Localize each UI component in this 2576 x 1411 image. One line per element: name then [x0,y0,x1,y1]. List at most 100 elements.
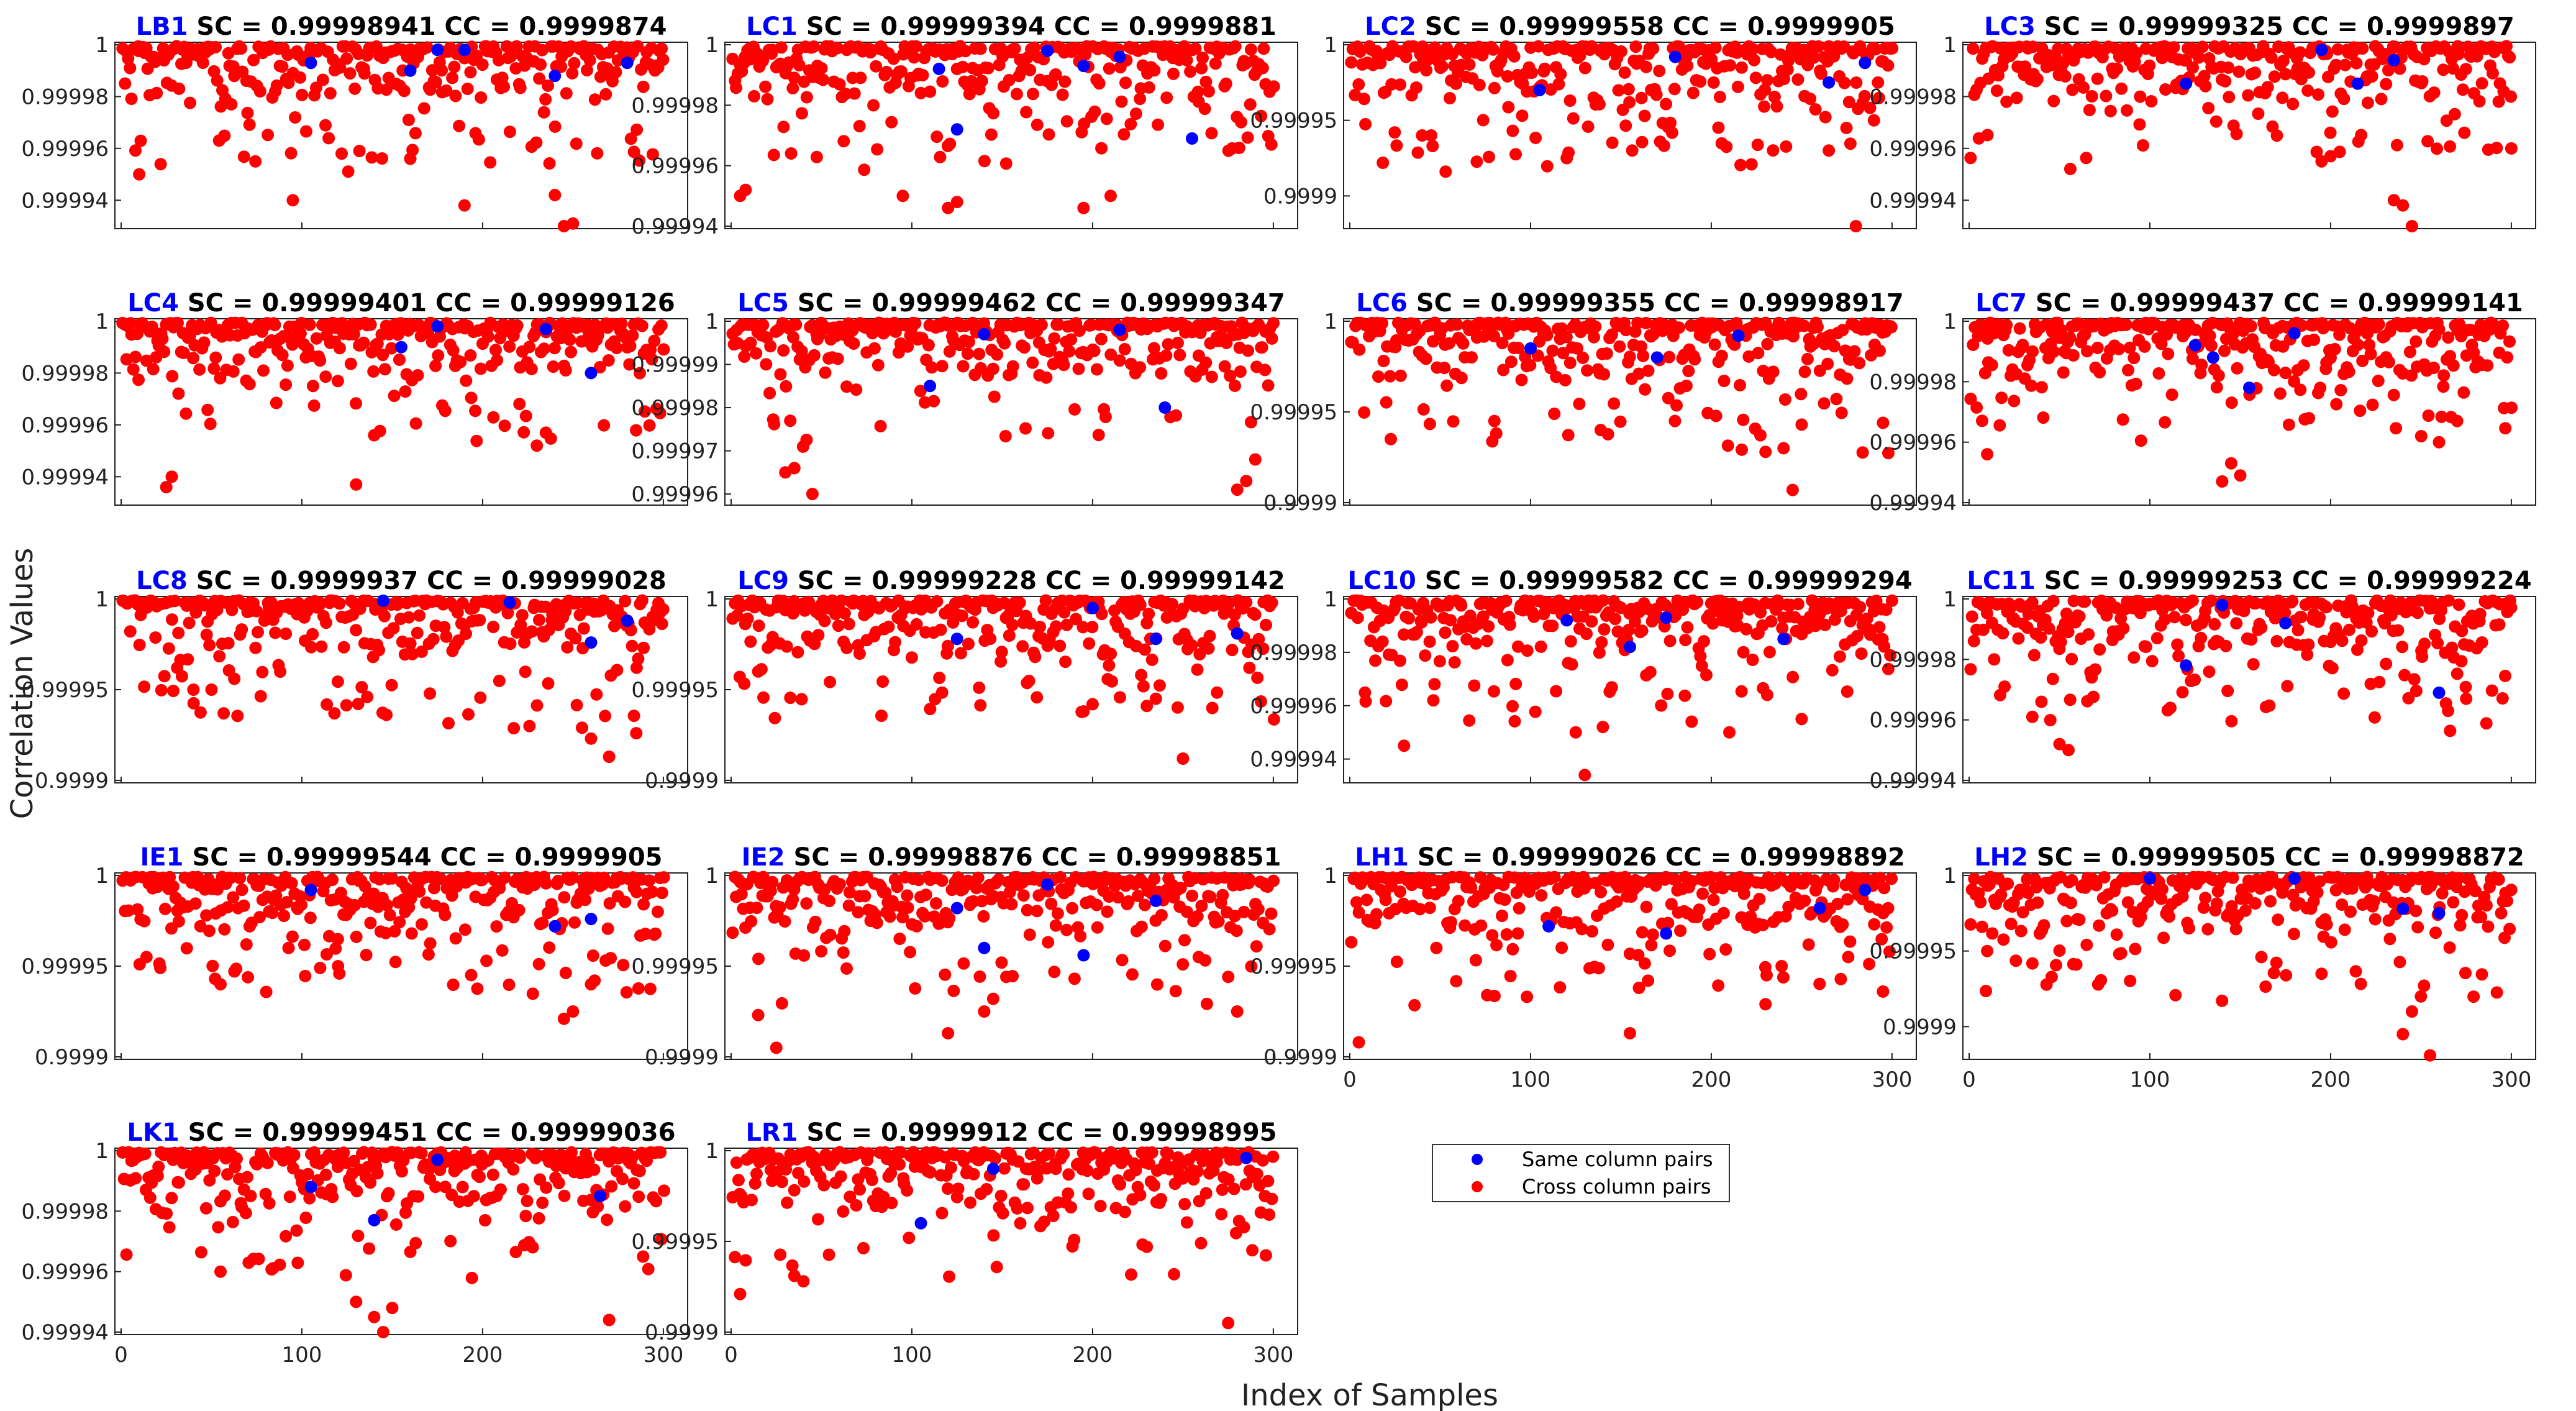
same-point [2206,351,2219,364]
cross-point [1438,362,1451,375]
same-point [1231,627,1244,640]
panel-cc: CC = 0.99999347 [1037,289,1285,317]
cross-point [1255,109,1268,122]
cross-point [1056,88,1069,101]
cross-point [800,91,813,104]
cross-point [1555,941,1568,954]
cross-point [905,651,918,664]
cross-point [285,877,298,890]
cross-point [1411,146,1424,159]
cross-point [870,60,883,73]
cross-point [1663,350,1676,363]
same-point [2387,54,2400,66]
cross-point [2333,328,2346,341]
cross-point [1026,88,1039,101]
cross-point [2203,665,2216,678]
cross-point [480,954,493,967]
panel-sc: SC = 0.99999355 [1408,289,1655,317]
cross-point [1419,649,1432,662]
cross-point [2054,636,2067,649]
cross-point [876,675,890,688]
cross-point [1142,81,1155,94]
cross-point [788,71,801,84]
cross-point [2225,715,2238,728]
cross-point [1020,106,1033,119]
cross-point [639,405,651,418]
cross-point [773,901,786,914]
cross-point [1759,445,1772,459]
cross-point [2143,59,2156,72]
cross-point [1686,86,1700,99]
y-tick-label: 0.99996 [1869,431,1957,455]
cross-point [1092,429,1105,442]
cross-point [409,417,422,430]
cross-point [124,625,137,638]
cross-point [2365,625,2378,638]
cross-point [2072,317,2085,330]
cross-point [217,707,230,720]
cross-point [1234,365,1247,378]
cross-point [1463,714,1476,727]
cross-point [2324,126,2337,139]
cross-point [1054,639,1067,652]
cross-point [1718,375,1731,387]
cross-point [576,721,588,734]
cross-point [1457,337,1470,350]
cross-point [1795,388,1808,401]
cross-point [1265,332,1278,345]
cross-point [2355,634,2368,647]
cross-point [2405,369,2418,382]
cross-point [1818,397,1831,410]
cross-point [839,88,852,101]
cross-point [1981,129,1994,142]
y-tick-label: 0.99994 [1869,491,1957,516]
cross-point [1106,675,1118,688]
cross-point [1853,357,1866,370]
cross-point [1581,364,1594,377]
cross-point [2297,359,2310,372]
cross-point [896,190,909,203]
same-point [1859,884,1872,897]
cross-point [1176,752,1190,765]
cross-point [2134,434,2147,447]
cross-point [1050,620,1062,633]
panel-id: LC5 [737,289,789,317]
cross-point [2155,52,2169,65]
panel-sc: SC = 0.99998941 [188,12,435,41]
cross-point [2324,150,2337,163]
cross-point [154,961,167,974]
panel-id: LC6 [1356,289,1408,317]
same-point [950,123,963,136]
cross-point [234,872,247,885]
cross-point [1735,685,1748,698]
cross-point [1013,596,1026,610]
x-tick-label: 100 [1511,1067,1551,1092]
cross-point [943,345,956,358]
panel-cc: CC = 0.9999905 [432,843,663,872]
cross-point [249,155,262,168]
cross-point [2503,335,2516,348]
cross-point [1258,363,1272,377]
panel-cc: CC = 0.99999141 [2275,289,2523,317]
cross-point [2337,687,2351,700]
cross-point [548,342,561,355]
cross-point [909,317,922,330]
cross-point [1614,45,1627,58]
cross-point [1104,348,1117,361]
cross-point [448,60,461,73]
cross-point [795,693,808,706]
cross-point [1477,330,1490,343]
cross-point [2196,40,2209,53]
cross-point [868,342,881,355]
cross-point [1353,343,1366,356]
points-cross [726,316,1280,501]
cross-point [316,73,329,86]
cross-point [2505,601,2518,614]
cross-point [795,345,808,358]
cross-point [493,674,506,687]
panel-id: LC10 [1347,567,1416,595]
cross-point [2328,343,2341,355]
cross-point [440,84,453,97]
cross-point [1501,70,1514,83]
